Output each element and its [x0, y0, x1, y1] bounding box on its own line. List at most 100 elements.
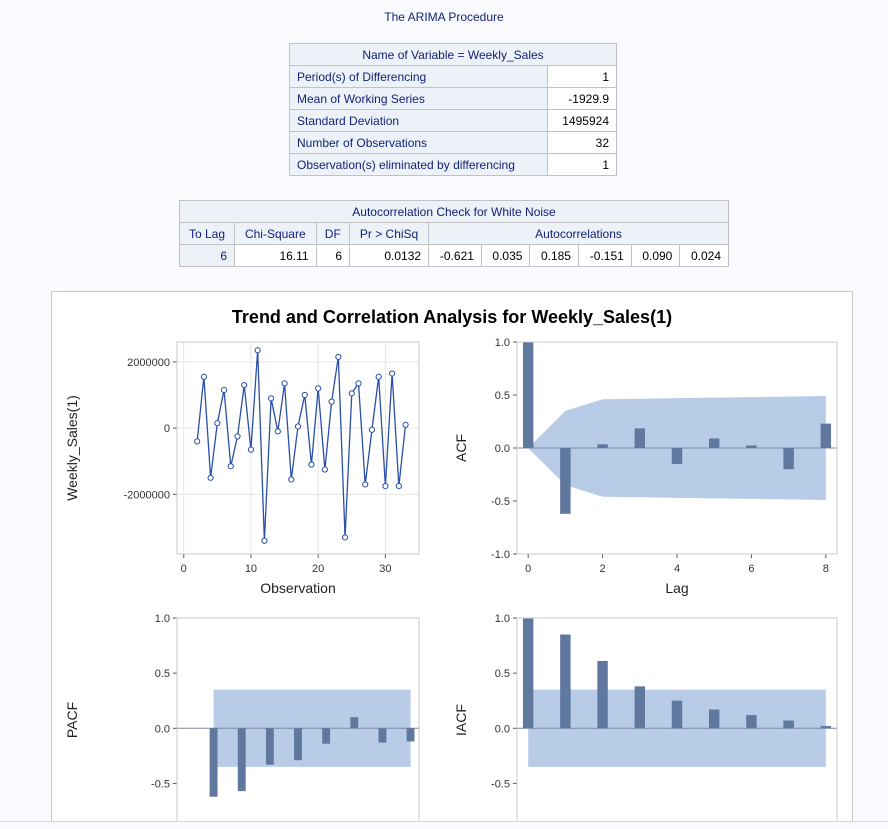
plot-area — [517, 342, 837, 514]
plot-frame — [516, 341, 838, 555]
bar — [634, 686, 645, 729]
data-point — [194, 438, 201, 445]
table-row: Mean of Working Series -1929.9 — [288, 87, 617, 110]
cell-autocorr: -0.621 — [428, 244, 482, 267]
data-point — [348, 390, 355, 397]
data-point — [301, 391, 308, 399]
table-row: 6 16.11 6 0.0132 -0.621 0.035 0.185 -0.1… — [179, 244, 729, 267]
bar — [709, 709, 720, 729]
x-tick-label: 2 — [600, 563, 606, 575]
bar — [378, 728, 387, 743]
whitenoise-table-title: Autocorrelation Check for White Noise — [179, 200, 729, 223]
x-tick-label: 10 — [245, 563, 257, 575]
table-row: Observation(s) eliminated by differencin… — [288, 153, 617, 176]
series-line — [196, 350, 407, 541]
bar — [522, 342, 534, 448]
y-tick-label: 0.5 — [495, 668, 510, 680]
y-tick-label: 0.5 — [495, 390, 510, 402]
bar — [350, 717, 359, 729]
chart-panel: Trend and Correlation Analysis for Weekl… — [51, 291, 853, 823]
y-axis-label: Weekly_Sales(1) — [64, 395, 80, 501]
row-label: Observation(s) eliminated by differencin… — [288, 153, 549, 176]
summary-table: Name of Variable = Weekly_Sales Period(s… — [288, 43, 617, 176]
data-point — [389, 370, 396, 377]
row-value: 1 — [547, 65, 617, 88]
chart-title: Trend and Correlation Analysis for Weekl… — [232, 307, 672, 327]
x-axis-label: Observation — [260, 580, 335, 596]
y-tick-label: 0.5 — [155, 668, 170, 680]
row-label: Standard Deviation — [288, 109, 549, 132]
cell-df: 6 — [315, 244, 351, 267]
table-row: Period(s) of Differencing 1 — [288, 65, 617, 88]
bar — [560, 448, 571, 514]
y-tick-label: 0.0 — [155, 723, 170, 735]
trend-correlation-chart: Trend and Correlation Analysis for Weekl… — [64, 307, 838, 823]
row-value: 1 — [547, 153, 617, 176]
data-point — [220, 386, 228, 394]
y-tick-label: 1.0 — [495, 613, 510, 625]
page-title: The ARIMA Procedure — [384, 10, 504, 24]
x-tick-label: 6 — [748, 563, 754, 575]
data-point — [247, 446, 255, 453]
data-point — [368, 426, 376, 433]
row-value: 1495924 — [547, 109, 617, 132]
data-point — [315, 385, 322, 392]
bar — [237, 728, 246, 792]
subplot-acf — [513, 341, 838, 558]
cell-autocorr: 0.024 — [679, 244, 729, 267]
data-point — [402, 421, 409, 428]
summary-table-header: Name of Variable = Weekly_Sales — [289, 43, 617, 66]
bar — [709, 438, 720, 448]
x-tick-label: 30 — [379, 563, 391, 575]
y-axis-label: PACF — [64, 702, 80, 738]
data-point — [200, 373, 207, 380]
page-bottom-band — [0, 821, 888, 829]
col-header-chisq: Chi-Square — [234, 222, 317, 245]
data-point — [261, 537, 268, 544]
bar — [322, 728, 331, 744]
bar — [265, 728, 274, 765]
plot-area — [177, 342, 419, 554]
y-axis-label: ACF — [453, 434, 469, 462]
table-row: Standard Deviation 1495924 — [288, 109, 617, 132]
subplot-iacf — [513, 617, 838, 823]
data-point — [281, 380, 288, 387]
whitenoise-table: Autocorrelation Check for White Noise To… — [179, 200, 729, 267]
cell-autocorr: 0.185 — [529, 244, 579, 267]
x-tick-label: 0 — [525, 563, 531, 575]
cell-lag: 6 — [179, 244, 235, 267]
y-tick-label: 0 — [164, 423, 170, 435]
y-tick-label: 1.0 — [155, 613, 170, 625]
data-point — [382, 482, 389, 490]
bar — [746, 715, 757, 729]
data-point — [294, 423, 302, 430]
bar — [820, 423, 832, 448]
y-tick-label: -0.5 — [491, 778, 510, 790]
plot-area — [517, 618, 837, 767]
subplot-weekly-sales-1- — [173, 341, 420, 558]
bar — [597, 444, 608, 448]
bar — [522, 618, 534, 729]
data-point — [362, 481, 369, 488]
bar — [294, 728, 302, 761]
y-tick-label: 1.0 — [495, 337, 510, 349]
cell-autocorr: -0.151 — [577, 244, 632, 267]
data-point — [328, 398, 335, 405]
x-tick-label: 8 — [823, 563, 829, 575]
plot-area — [177, 689, 419, 797]
x-tick-label: 4 — [674, 563, 680, 575]
col-header-df: DF — [315, 222, 351, 245]
bar — [209, 728, 218, 797]
data-point — [308, 461, 315, 468]
bar — [783, 448, 794, 470]
bar — [597, 661, 608, 729]
row-label: Number of Observations — [288, 131, 549, 154]
data-point — [214, 420, 221, 427]
col-header-lag: To Lag — [179, 222, 235, 245]
bar — [406, 728, 415, 742]
data-point — [254, 347, 261, 354]
x-tick-label: 20 — [312, 563, 324, 575]
y-tick-label: -1.0 — [491, 549, 510, 561]
col-header-prob: Pr > ChiSq — [348, 222, 430, 245]
x-tick-label: 0 — [181, 563, 187, 575]
